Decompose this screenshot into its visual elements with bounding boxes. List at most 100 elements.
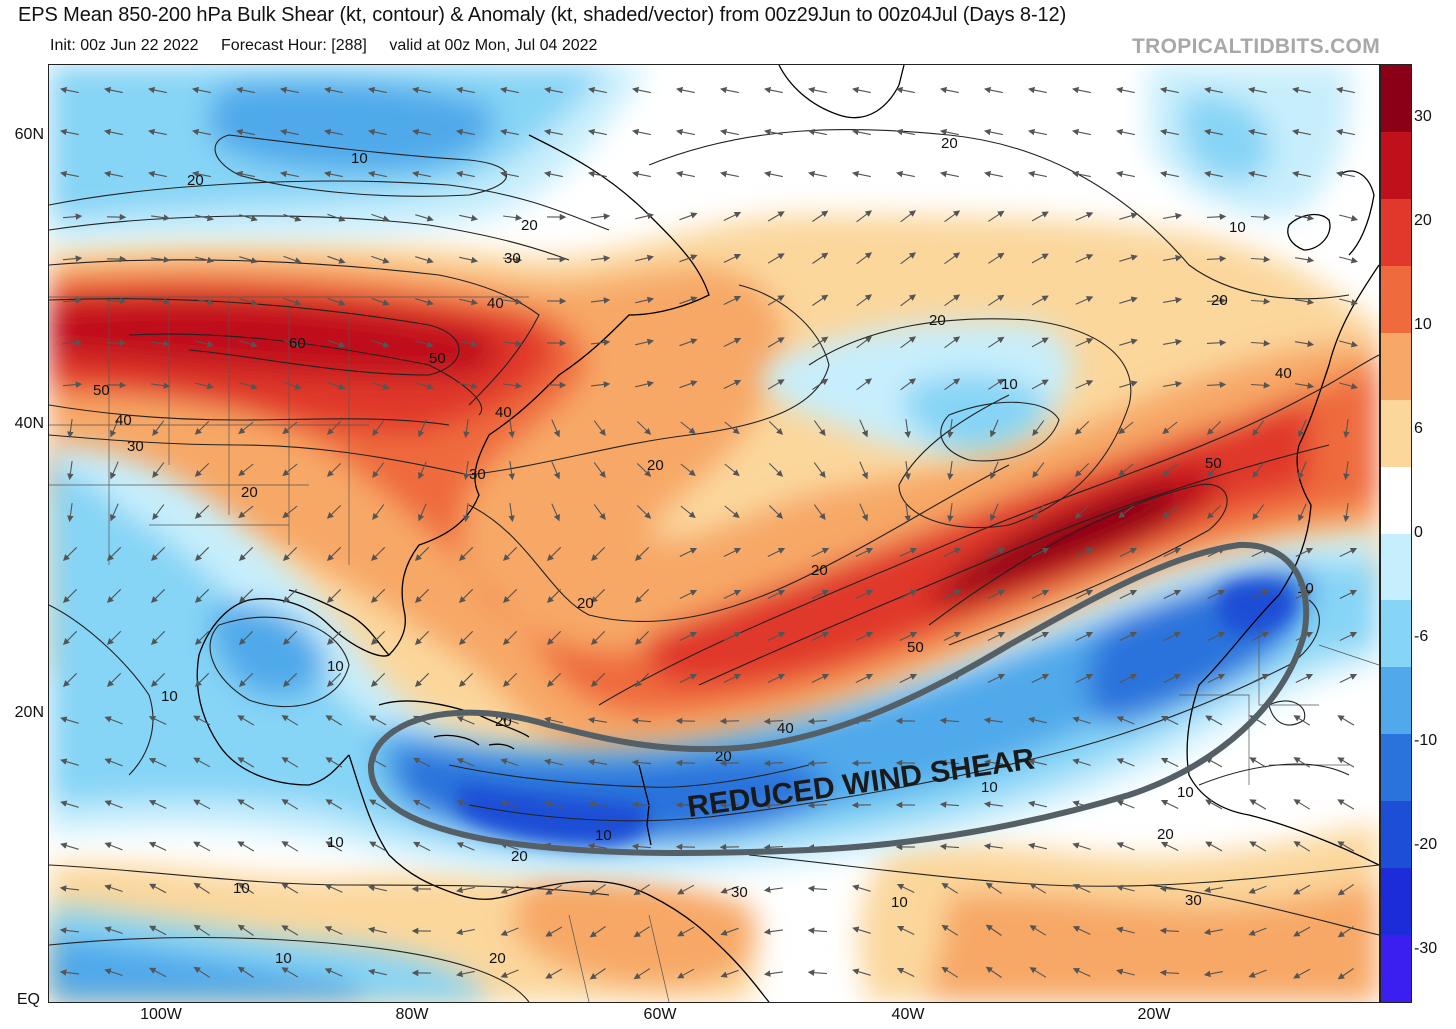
- wind-vector: [1339, 340, 1358, 348]
- contour-label: 50: [907, 639, 924, 656]
- wind-vector: [1343, 461, 1350, 481]
- wind-vector: [1293, 841, 1311, 852]
- wind-vector: [59, 885, 80, 892]
- wind-vector: [193, 966, 211, 978]
- wind-vector: [1339, 298, 1358, 306]
- wind-vector: [323, 128, 343, 136]
- wind-vector: [283, 297, 302, 306]
- wind-vector: [237, 799, 255, 810]
- contour-label: 10: [161, 688, 178, 705]
- wind-vector: [856, 294, 873, 307]
- wind-vector: [899, 589, 918, 599]
- wind-vector: [1027, 716, 1047, 724]
- wind-vector: [458, 546, 474, 562]
- wind-vector: [944, 336, 961, 349]
- wind-vector: [148, 967, 167, 978]
- wind-vector: [904, 419, 911, 439]
- brand-watermark: TROPICALTIDBITS.COM: [1132, 35, 1380, 58]
- wind-vector: [281, 715, 299, 726]
- wind-vector: [415, 256, 434, 264]
- colorbar-segment: [1381, 65, 1411, 133]
- wind-vector: [987, 294, 1005, 306]
- wind-vector: [1116, 884, 1135, 892]
- wind-vector: [593, 462, 606, 479]
- contour-label: 20: [241, 484, 258, 501]
- wind-vector: [239, 340, 258, 348]
- wind-vector: [944, 294, 961, 307]
- wind-vector: [412, 799, 431, 810]
- lat-label-60n: 60N: [14, 126, 44, 143]
- wind-vector: [635, 212, 655, 220]
- wind-vector: [1339, 589, 1358, 599]
- wind-vector: [148, 758, 167, 767]
- wind-vector: [767, 337, 785, 348]
- wind-vector: [990, 503, 999, 522]
- wind-vector: [414, 630, 430, 646]
- wind-vector: [1295, 256, 1315, 264]
- wind-vector: [503, 214, 523, 221]
- contour-label: 60: [289, 335, 306, 352]
- wind-vector: [939, 843, 960, 850]
- contour-label: 20: [489, 950, 506, 967]
- wind-vector: [634, 546, 650, 562]
- wind-vector: [282, 588, 298, 604]
- lon-label-100w: 100W: [140, 1006, 182, 1023]
- wind-vector: [324, 968, 343, 977]
- wind-vector: [807, 170, 827, 178]
- contour-label: 10: [595, 827, 612, 844]
- wind-vector: [326, 421, 342, 435]
- wind-vector: [235, 170, 255, 178]
- contour-label: 50: [93, 382, 110, 399]
- wind-vector: [631, 801, 652, 808]
- wind-vector: [106, 630, 122, 646]
- wind-vector: [1072, 842, 1091, 850]
- wind-vector: [103, 128, 123, 136]
- colorbar-segment: [1381, 466, 1411, 534]
- wind-vector: [367, 170, 387, 178]
- wind-vector: [983, 170, 1003, 178]
- wind-vector: [1293, 757, 1311, 768]
- wind-vector: [238, 463, 254, 477]
- wind-vector: [500, 800, 519, 809]
- wind-vector: [371, 381, 390, 390]
- lon-label-20w: 20W: [1137, 1006, 1171, 1023]
- wind-vector: [1252, 462, 1265, 479]
- wind-vector: [1074, 463, 1090, 477]
- wind-vector: [1203, 170, 1223, 178]
- contour-label: 10: [1229, 219, 1246, 236]
- wind-vector: [807, 86, 827, 94]
- wind-vector: [590, 339, 611, 346]
- colorbar-segment: [1381, 533, 1411, 601]
- wind-vector: [67, 461, 74, 481]
- wind-vector: [283, 213, 302, 222]
- wind-vector: [587, 716, 607, 724]
- wind-vector: [851, 128, 871, 136]
- wind-vector: [59, 170, 79, 178]
- wind-vector: [679, 296, 698, 305]
- wind-vector: [148, 925, 167, 936]
- wind-vector: [587, 842, 607, 850]
- wind-vector: [282, 546, 298, 562]
- wind-vector: [987, 547, 1006, 557]
- wind-vector: [1339, 256, 1358, 264]
- wind-vector: [323, 86, 343, 94]
- wind-vector: [807, 969, 828, 976]
- wind-vector: [812, 378, 829, 390]
- wind-vector: [1295, 673, 1314, 683]
- wind-vector: [281, 883, 299, 894]
- wind-vector: [1251, 673, 1270, 683]
- wind-vector: [418, 503, 427, 522]
- wind-vector: [238, 505, 254, 519]
- wind-vector: [1298, 461, 1307, 480]
- wind-vector: [634, 588, 650, 604]
- wind-vector: [939, 86, 959, 94]
- wind-vector: [679, 631, 698, 641]
- wind-vector: [455, 170, 475, 178]
- wind-vector: [1116, 926, 1135, 934]
- wind-vector: [899, 631, 918, 641]
- lat-label-eq: EQ: [16, 991, 40, 1008]
- wind-vector: [587, 800, 607, 808]
- wind-vector: [104, 884, 123, 893]
- contour-label: 10: [351, 150, 368, 167]
- wind-vector: [631, 759, 652, 766]
